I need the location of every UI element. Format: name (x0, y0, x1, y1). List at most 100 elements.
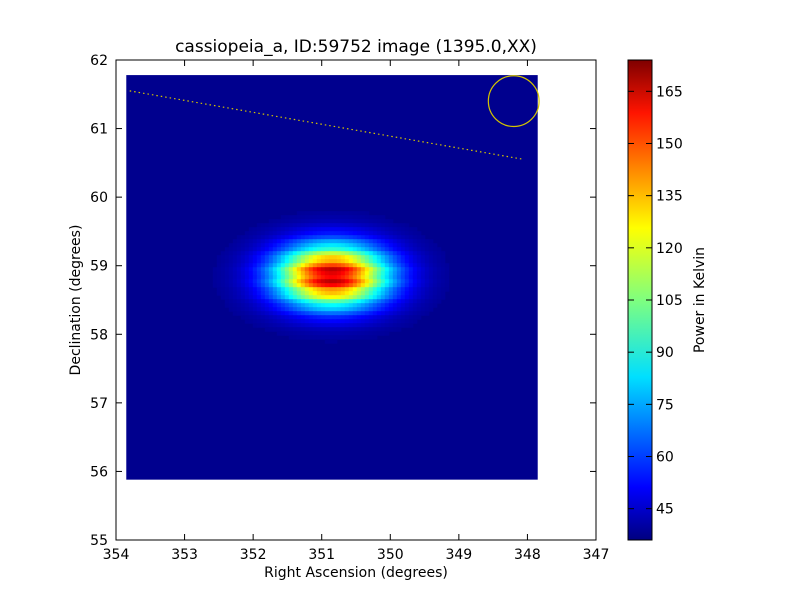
heatmap-cell (272, 291, 278, 296)
heatmap-cell (400, 323, 406, 328)
heatmap-cell (244, 267, 250, 272)
heatmap-cell (312, 331, 318, 336)
heatmap-cell (372, 283, 378, 288)
heatmap-cell (388, 227, 394, 232)
heatmap-cell (336, 299, 342, 304)
heatmap-cell (264, 287, 270, 292)
heatmap-cell (372, 295, 378, 300)
heatmap-cell (284, 223, 290, 228)
heatmap-cell (380, 267, 386, 272)
heatmap-cell (332, 263, 338, 268)
heatmap-cell (304, 299, 310, 304)
heatmap-cell (440, 275, 446, 280)
heatmap-cell (388, 291, 394, 296)
heatmap-cell (336, 319, 342, 324)
heatmap-cell (240, 247, 246, 252)
heatmap-cell (336, 307, 342, 312)
heatmap-cell (356, 279, 362, 284)
heatmap-cell (280, 307, 286, 312)
heatmap-cell (248, 291, 254, 296)
heatmap-cell (412, 315, 418, 320)
heatmap-cell (404, 267, 410, 272)
heatmap-cell (444, 267, 450, 272)
heatmap-cell (376, 215, 382, 220)
heatmap-cell (388, 259, 394, 264)
heatmap-cell (276, 231, 282, 236)
heatmap-cell (396, 227, 402, 232)
heatmap-cell (264, 299, 270, 304)
heatmap-cell (336, 303, 342, 308)
heatmap-cell (260, 323, 266, 328)
heatmap-cell (372, 315, 378, 320)
heatmap-cell (356, 335, 362, 340)
heatmap-cell (324, 271, 330, 276)
heatmap-cell (320, 287, 326, 292)
heatmap-cell (240, 267, 246, 272)
heatmap-cell (360, 243, 366, 248)
heatmap-cell (372, 215, 378, 220)
heatmap-cell (380, 243, 386, 248)
heatmap-cell (356, 323, 362, 328)
heatmap-cell (276, 275, 282, 280)
heatmap-cell (356, 211, 362, 216)
heatmap-cell (304, 227, 310, 232)
heatmap-cell (296, 327, 302, 332)
heatmap-cell (352, 335, 358, 340)
heatmap-cell (344, 235, 350, 240)
heatmap-cell (416, 315, 422, 320)
heatmap-cell (392, 223, 398, 228)
heatmap-cell (280, 327, 286, 332)
heatmap-cell (424, 311, 430, 316)
heatmap-cell (376, 323, 382, 328)
heatmap-cell (300, 255, 306, 260)
heatmap-cell (380, 255, 386, 260)
heatmap-cell (272, 251, 278, 256)
heatmap-cell (336, 223, 342, 228)
heatmap-cell (256, 323, 262, 328)
heatmap-cell (372, 267, 378, 272)
heatmap-cell (420, 243, 426, 248)
heatmap-cell (244, 263, 250, 268)
heatmap-cell (428, 247, 434, 252)
heatmap-cell (388, 243, 394, 248)
heatmap-cell (284, 267, 290, 272)
heatmap-cell (296, 315, 302, 320)
heatmap-cell (388, 247, 394, 252)
heatmap-cell (236, 311, 242, 316)
heatmap-cell (416, 267, 422, 272)
heatmap-cell (364, 307, 370, 312)
heatmap-cell (248, 247, 254, 252)
heatmap-cell (316, 283, 322, 288)
heatmap-cell (404, 307, 410, 312)
heatmap-cell (304, 303, 310, 308)
dotted-line (129, 90, 525, 161)
heatmap-cell (244, 243, 250, 248)
heatmap-cell (344, 219, 350, 224)
heatmap-cell (356, 327, 362, 332)
heatmap-cell (264, 247, 270, 252)
heatmap-cell (272, 323, 278, 328)
heatmap-cell (436, 279, 442, 284)
heatmap-cell (264, 267, 270, 272)
heatmap-cell (420, 279, 426, 284)
heatmap-cell (364, 279, 370, 284)
heatmap-cell (420, 235, 426, 240)
heatmap-cell (248, 227, 254, 232)
heatmap-cell (248, 283, 254, 288)
heatmap-cell (268, 307, 274, 312)
heatmap-cell (440, 263, 446, 268)
heatmap-cell (360, 327, 366, 332)
heatmap-cell (280, 239, 286, 244)
heatmap-cell (220, 263, 226, 268)
heatmap-cell (296, 335, 302, 340)
heatmap-cell (312, 323, 318, 328)
heatmap-cell (352, 251, 358, 256)
heatmap-cell (220, 287, 226, 292)
heatmap-cell (336, 263, 342, 268)
heatmap-cell (256, 319, 262, 324)
heatmap-cell (364, 259, 370, 264)
heatmap-cell (352, 219, 358, 224)
heatmap-cell (280, 251, 286, 256)
heatmap-cell (368, 243, 374, 248)
heatmap-cell (436, 287, 442, 292)
